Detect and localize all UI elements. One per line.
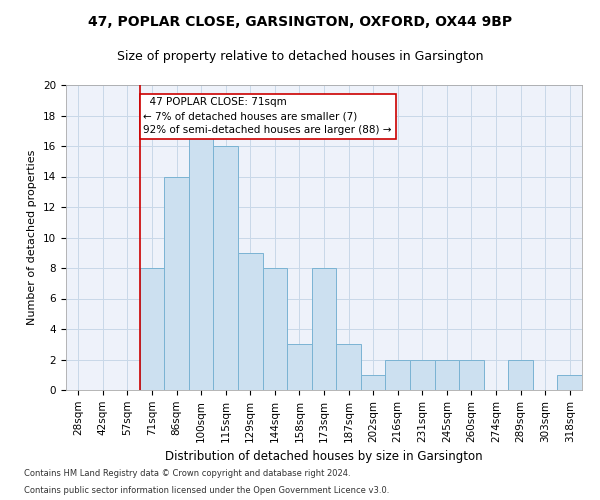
Bar (557, 375, 582, 390)
Bar (312, 268, 336, 390)
Bar (214, 146, 238, 390)
Y-axis label: Number of detached properties: Number of detached properties (28, 150, 37, 325)
Bar (140, 268, 164, 390)
Bar (508, 360, 533, 390)
Bar (410, 360, 434, 390)
Bar (336, 344, 361, 390)
Bar (459, 360, 484, 390)
Bar (164, 176, 189, 390)
Bar (238, 253, 263, 390)
Text: 47, POPLAR CLOSE, GARSINGTON, OXFORD, OX44 9BP: 47, POPLAR CLOSE, GARSINGTON, OXFORD, OX… (88, 15, 512, 29)
Text: Contains public sector information licensed under the Open Government Licence v3: Contains public sector information licen… (24, 486, 389, 495)
Text: 47 POPLAR CLOSE: 71sqm
← 7% of detached houses are smaller (7)
92% of semi-detac: 47 POPLAR CLOSE: 71sqm ← 7% of detached … (143, 97, 392, 135)
Text: Size of property relative to detached houses in Garsington: Size of property relative to detached ho… (117, 50, 483, 63)
Bar (361, 375, 385, 390)
Bar (263, 268, 287, 390)
Bar (385, 360, 410, 390)
Bar (287, 344, 312, 390)
Bar (434, 360, 459, 390)
Bar (189, 130, 214, 390)
Text: Contains HM Land Registry data © Crown copyright and database right 2024.: Contains HM Land Registry data © Crown c… (24, 468, 350, 477)
X-axis label: Distribution of detached houses by size in Garsington: Distribution of detached houses by size … (165, 450, 483, 463)
